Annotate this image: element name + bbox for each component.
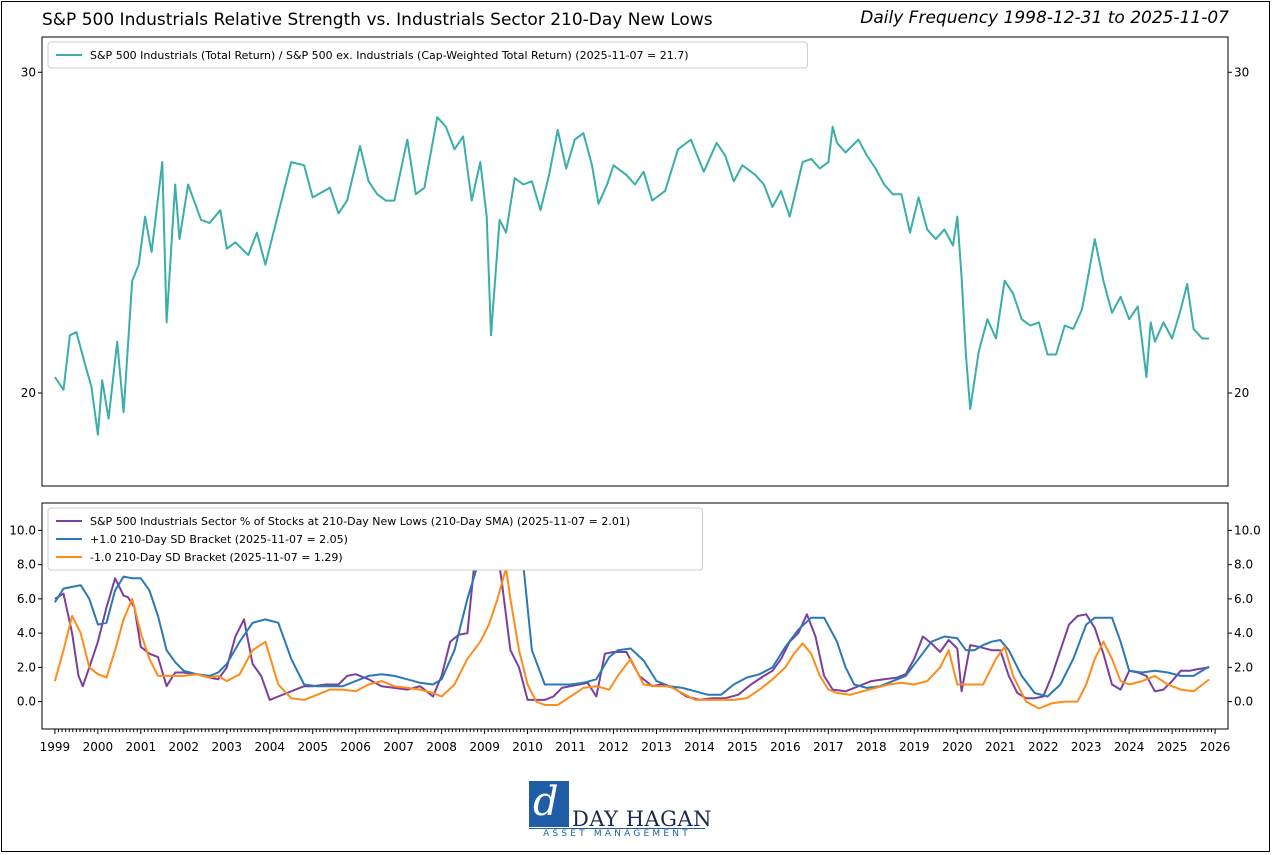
bottom-ytick-label-left: 4.0 bbox=[17, 626, 36, 640]
logo-subtitle: ASSET MANAGEMENT bbox=[543, 829, 691, 839]
logo-mark-letter: d bbox=[533, 779, 559, 825]
x-tick-label: 2026 bbox=[1200, 740, 1231, 754]
bottom-ytick-label-right: 6.0 bbox=[1234, 592, 1253, 606]
x-tick-label: 2012 bbox=[598, 740, 629, 754]
bottom-ytick-label-left: 8.0 bbox=[17, 558, 36, 572]
bottom-ytick-label-right: 2.0 bbox=[1234, 660, 1253, 674]
x-tick-label: 2015 bbox=[727, 740, 758, 754]
top-ytick-label-left: 30 bbox=[21, 65, 36, 79]
x-tick-label: 2002 bbox=[169, 740, 200, 754]
x-tick-label: 2023 bbox=[1071, 740, 1102, 754]
bottom-legend-box bbox=[47, 507, 704, 571]
bottom-series-line-2 bbox=[53, 567, 1210, 710]
x-tick-label: 2003 bbox=[212, 740, 243, 754]
logo-divider bbox=[529, 828, 705, 829]
top-plot-area bbox=[41, 36, 1229, 487]
x-tick-label: 2011 bbox=[555, 740, 586, 754]
x-tick-label: 2007 bbox=[383, 740, 414, 754]
x-tick-label: 2019 bbox=[899, 740, 930, 754]
top-ytick-label-left: 20 bbox=[21, 386, 36, 400]
chart-title: S&P 500 Industrials Relative Strength vs… bbox=[42, 10, 713, 30]
bottom-ytick-label-right: 0.0 bbox=[1234, 695, 1253, 709]
x-tick-label: 2022 bbox=[1028, 740, 1059, 754]
bottom-legend-label: S&P 500 Industrials Sector % of Stocks a… bbox=[90, 515, 630, 528]
bottom-ytick-label-left: 6.0 bbox=[17, 592, 36, 606]
x-tick-label: 2005 bbox=[297, 740, 328, 754]
x-tick-label: 2024 bbox=[1114, 740, 1145, 754]
x-tick-label: 2009 bbox=[469, 740, 500, 754]
x-tick-label: 2018 bbox=[856, 740, 887, 754]
x-tick-label: 2013 bbox=[641, 740, 672, 754]
x-tick-label: 1999 bbox=[40, 740, 71, 754]
top-legend-label: S&P 500 Industrials (Total Return) / S&P… bbox=[90, 49, 689, 62]
x-tick-label: 2001 bbox=[126, 740, 157, 754]
bottom-ytick-label-left: 10.0 bbox=[9, 523, 36, 537]
bottom-ytick-label-right: 4.0 bbox=[1234, 626, 1253, 640]
bottom-panel: 10.0 10.0 8.0 8.0 6.0 6.0 4.0 4.0 2.0 2.0 0.0 0.0 S&… bbox=[9, 502, 1261, 730]
x-tick-label: 2017 bbox=[813, 740, 844, 754]
top-ytick-label-right: 20 bbox=[1234, 386, 1249, 400]
bottom-ytick-label-left: 0.0 bbox=[17, 695, 36, 709]
bottom-legend-label: +1.0 210-Day SD Bracket (2025-11-07 = 2.… bbox=[90, 533, 348, 546]
bottom-series-line-0 bbox=[54, 520, 1210, 701]
x-tick-label: 2025 bbox=[1157, 740, 1188, 754]
x-tick-label: 2000 bbox=[83, 740, 114, 754]
x-tick-label: 2021 bbox=[985, 740, 1016, 754]
x-tick-label: 2004 bbox=[254, 740, 285, 754]
bottom-ytick-label-right: 8.0 bbox=[1234, 558, 1253, 572]
top-legend-box bbox=[47, 41, 808, 69]
x-tick-label: 2008 bbox=[426, 740, 457, 754]
chart-subtitle: Daily Frequency 1998-12-31 to 2025-11-07 bbox=[860, 8, 1229, 28]
bottom-ytick-label-right: 10.0 bbox=[1234, 523, 1261, 537]
bottom-ytick-label-left: 2.0 bbox=[17, 660, 36, 674]
top-series-line-0 bbox=[54, 116, 1210, 436]
x-tick-label: 2016 bbox=[770, 740, 801, 754]
logo-mark: d bbox=[529, 779, 569, 827]
bottom-series-line-1 bbox=[54, 520, 1210, 698]
top-panel: 30 30 20 20 S&P 500 Industrials (Total Retur… bbox=[21, 36, 1249, 487]
x-tick-label: 2006 bbox=[340, 740, 371, 754]
top-ytick-label-right: 30 bbox=[1234, 65, 1249, 79]
company-logo: d DAY HAGAN ASSET MANAGEMENT bbox=[529, 779, 712, 845]
x-tick-label: 2020 bbox=[942, 740, 973, 754]
x-tick-label: 2014 bbox=[684, 740, 715, 754]
bottom-series-group bbox=[53, 520, 1210, 710]
x-tick-label: 2010 bbox=[512, 740, 543, 754]
logo-name: DAY HAGAN bbox=[572, 807, 712, 831]
top-series-group bbox=[54, 116, 1210, 436]
bottom-legend-label: -1.0 210-Day SD Bracket (2025-11-07 = 1.… bbox=[90, 551, 343, 564]
